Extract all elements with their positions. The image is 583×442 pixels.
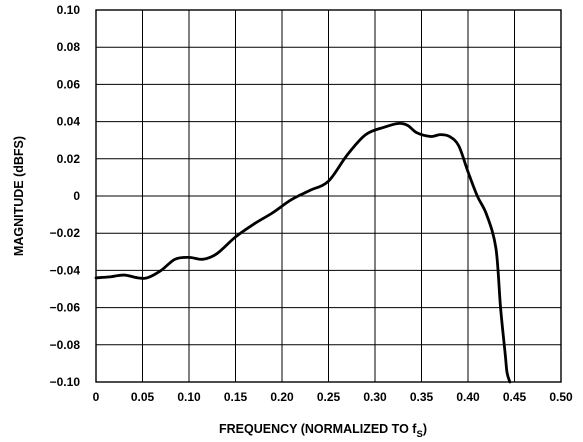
x-tick-label: 0.40: [456, 390, 480, 404]
x-tick-label: 0.15: [224, 390, 248, 404]
x-tick-label: 0.25: [317, 390, 341, 404]
y-tick-label: −0.06: [50, 301, 81, 315]
y-tick-label: −0.10: [50, 375, 81, 389]
x-axis-label-subscript: S: [416, 429, 422, 440]
plot-frame: [95, 9, 562, 383]
y-tick-label: 0: [73, 189, 80, 203]
y-tick-label: −0.02: [50, 226, 81, 240]
x-tick-label: 0.30: [363, 390, 387, 404]
x-tick-label: 0.35: [410, 390, 434, 404]
x-tick-label: 0.45: [503, 390, 527, 404]
y-tick-labels: 0.10 0.08 0.06 0.04 0.02 0 −0.02 −0.04 −0.06 −0.0…: [50, 3, 81, 389]
y-tick-label: 0.10: [57, 3, 81, 17]
x-tick-label: 0: [93, 390, 100, 404]
x-tick-labels: 0 0.05 0.10 0.15 0.20 0.25 0.30 0.35 0.40 0.45 0.5…: [93, 390, 573, 404]
y-tick-label: 0.06: [57, 77, 81, 91]
x-axis-label: FREQUENCY (NORMALIZED TO fS): [219, 422, 427, 440]
y-axis-label: MAGNITUDE (dBFS): [12, 136, 26, 256]
y-tick-label: −0.04: [50, 263, 81, 277]
x-tick-label: 0.50: [549, 390, 573, 404]
y-tick-label: 0.08: [57, 40, 81, 54]
y-tick-label: 0.02: [57, 152, 81, 166]
x-tick-label: 0.10: [177, 390, 201, 404]
y-tick-label: −0.08: [50, 338, 81, 352]
y-tick-label: 0.04: [57, 115, 81, 129]
x-tick-label: 0.05: [131, 390, 155, 404]
grid: [96, 10, 561, 382]
x-axis-label-suffix: ): [423, 422, 427, 436]
magnitude-series-line: [94, 121, 512, 384]
x-axis-label-main: FREQUENCY (NORMALIZED TO f: [219, 422, 417, 436]
x-tick-label: 0.20: [270, 390, 294, 404]
